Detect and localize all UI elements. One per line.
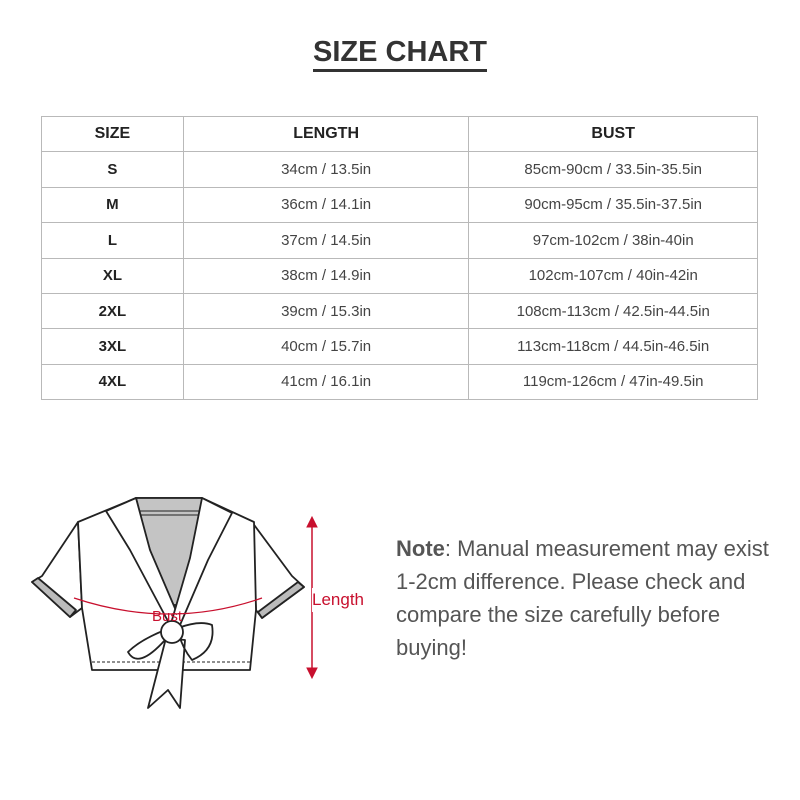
bust-cell: 108cm-113cm / 42.5in-44.5in	[468, 292, 758, 330]
size-cell: XL	[41, 257, 184, 294]
table-row: M 36cm / 14.1in 90cm-95cm / 35.5in-37.5in	[41, 186, 758, 224]
length-cell: 40cm / 15.7in	[182, 328, 470, 365]
bow	[127, 622, 214, 709]
size-cell: S	[41, 151, 184, 188]
bust-cell: 102cm-107cm / 40in-42in	[468, 257, 758, 294]
length-cell: 34cm / 13.5in	[182, 151, 470, 188]
size-cell: L	[41, 222, 184, 259]
note-text: : Manual measurement may exist 1-2cm dif…	[396, 536, 769, 660]
length-arrow	[306, 515, 318, 680]
size-table: SIZE LENGTH BUST S 34cm / 13.5in 85cm-90cm…	[41, 115, 758, 401]
size-cell: 4XL	[41, 363, 184, 401]
length-cell: 39cm / 15.3in	[182, 292, 470, 330]
table-row: S 34cm / 13.5in 85cm-90cm / 33.5in-35.5in	[41, 151, 758, 188]
bust-cell: 85cm-90cm / 33.5in-35.5in	[468, 151, 758, 188]
crop-top-diagram	[31, 497, 318, 709]
bust-cell: 97cm-102cm / 38in-40in	[468, 222, 758, 259]
table-header-row: SIZE LENGTH BUST	[41, 115, 758, 153]
table-row: XL 38cm / 14.9in 102cm-107cm / 40in-42in	[41, 257, 758, 294]
measurement-note: Note: Manual measurement may exist 1-2cm…	[396, 532, 776, 664]
bust-cell: 90cm-95cm / 35.5in-37.5in	[468, 186, 758, 224]
header-bust: BUST	[468, 115, 758, 153]
bust-cell: 119cm-126cm / 47in-49.5in	[468, 363, 758, 401]
table-row: 4XL 41cm / 16.1in 119cm-126cm / 47in-49.5i…	[41, 363, 758, 401]
page-title: SIZE CHART	[0, 36, 800, 72]
length-cell: 37cm / 14.5in	[182, 222, 470, 259]
size-cell: 2XL	[41, 292, 184, 330]
header-length: LENGTH	[182, 115, 470, 153]
length-cell: 41cm / 16.1in	[182, 363, 470, 401]
length-cell: 38cm / 14.9in	[182, 257, 470, 294]
size-cell: M	[41, 186, 184, 224]
bust-label: Bust	[152, 608, 183, 625]
table-row: 2XL 39cm / 15.3in 108cm-113cm / 42.5in-44.…	[41, 292, 758, 330]
table-row: L 37cm / 14.5in 97cm-102cm / 38in-40in	[41, 222, 758, 259]
size-cell: 3XL	[41, 328, 184, 365]
bust-cell: 113cm-118cm / 44.5in-46.5in	[468, 328, 758, 365]
table-row: 3XL 40cm / 15.7in 113cm-118cm / 44.5in-46.…	[41, 328, 758, 365]
note-label: Note	[396, 536, 445, 561]
length-label: Length	[312, 588, 364, 612]
right-collar	[171, 497, 233, 626]
bust-measure-line	[73, 597, 263, 615]
header-size: SIZE	[41, 115, 184, 153]
length-cell: 36cm / 14.1in	[182, 186, 470, 224]
